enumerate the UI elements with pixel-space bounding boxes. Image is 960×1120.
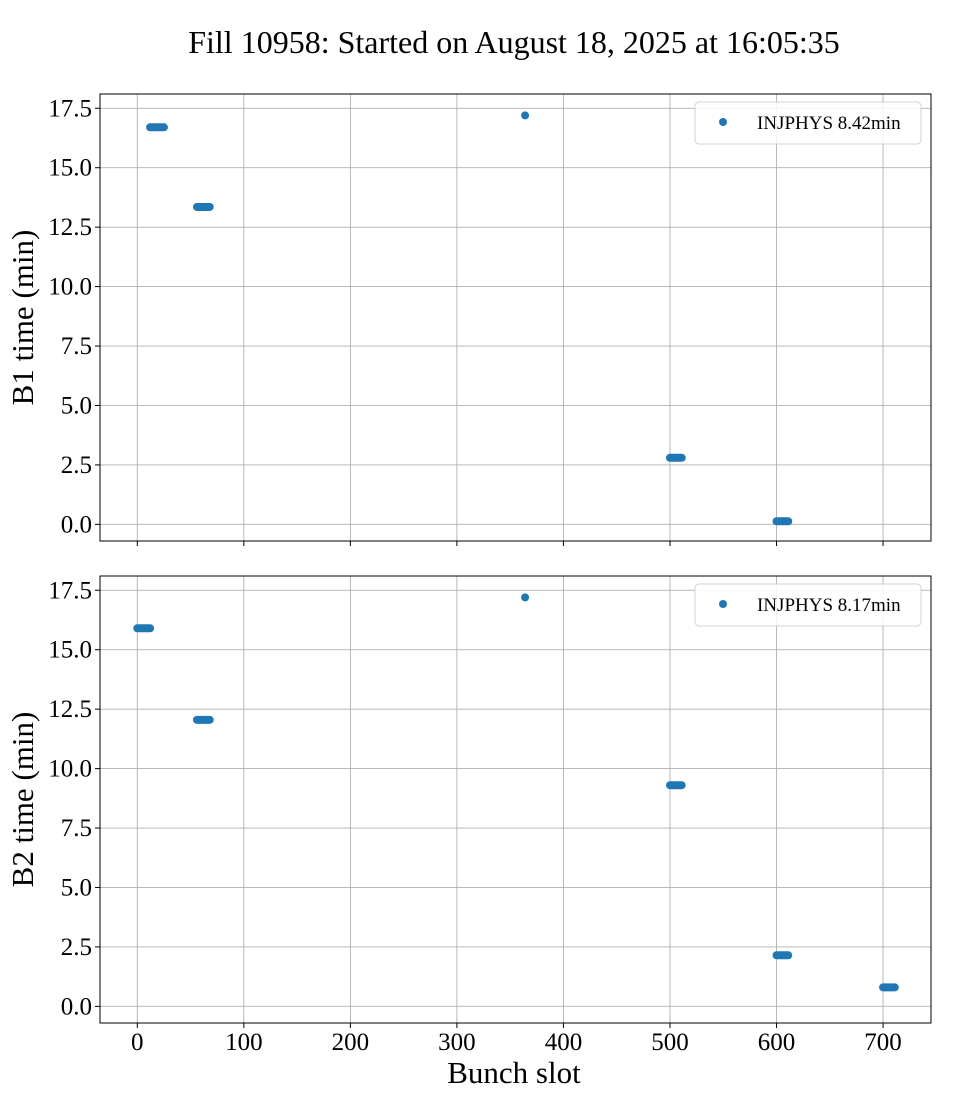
y-tick-label: 7.5 <box>61 333 92 360</box>
x-tick-label: 300 <box>438 1029 476 1056</box>
x-tick-label: 100 <box>225 1029 263 1056</box>
y-tick-label: 12.5 <box>48 696 92 723</box>
data-point-group <box>521 111 530 120</box>
plot-frame <box>99 93 932 542</box>
y-axis-label: B2 time (min) <box>5 712 40 888</box>
y-tick-label: 12.5 <box>48 214 92 241</box>
plot-frame <box>99 575 932 1024</box>
y-tick-label: 17.5 <box>48 95 92 122</box>
legend-label: INJPHYS 8.17min <box>757 595 901 616</box>
legend: INJPHYS 8.17min <box>694 583 922 627</box>
y-tick-label: 10.0 <box>48 274 92 301</box>
y-tick-label: 2.5 <box>61 452 92 479</box>
y-tick-label: 15.0 <box>48 637 92 664</box>
y-tick-label: 5.0 <box>61 874 92 901</box>
legend: INJPHYS 8.42min <box>694 101 922 145</box>
y-tick-label: 0.0 <box>61 511 92 538</box>
subplot-1: 0.0 2.5 5.0 7.5 10.0 12.5 15.0 17.5 B1 time (min… <box>5 93 932 546</box>
x-tick-label: 700 <box>864 1029 902 1056</box>
subplots: 0.0 2.5 5.0 7.5 10.0 12.5 15.0 17.5 B1 time (min… <box>5 93 932 1056</box>
chart-title: Fill 10958: Started on August 18, 2025 a… <box>188 24 840 60</box>
y-tick-label: 15.0 <box>48 155 92 182</box>
y-tick-label: 2.5 <box>61 934 92 961</box>
data-point <box>521 111 530 120</box>
x-tick-label: 400 <box>545 1029 583 1056</box>
y-tick-label: 0.0 <box>61 993 92 1020</box>
data-point-group <box>521 593 530 602</box>
legend-marker <box>719 600 727 608</box>
x-tick-label: 0 <box>131 1029 144 1056</box>
x-axis-label: Bunch slot <box>447 1055 581 1090</box>
data-point <box>521 593 530 602</box>
y-tick-label: 7.5 <box>61 815 92 842</box>
y-axis-label: B1 time (min) <box>5 230 40 406</box>
x-tick-label: 500 <box>651 1029 689 1056</box>
legend-box <box>694 583 922 627</box>
subplot-2: 0 100 200 300 400 500 600 700 0.0 2.5 5.0 7.5 10.0 12… <box>5 575 932 1056</box>
y-tick-label: 17.5 <box>48 577 92 604</box>
legend-marker <box>719 118 727 126</box>
x-tick-label: 200 <box>332 1029 370 1056</box>
y-tick-label: 5.0 <box>61 392 92 419</box>
x-tick-label: 600 <box>758 1029 796 1056</box>
y-tick-label: 10.0 <box>48 756 92 783</box>
legend-box <box>694 101 922 145</box>
legend-label: INJPHYS 8.42min <box>757 113 901 134</box>
